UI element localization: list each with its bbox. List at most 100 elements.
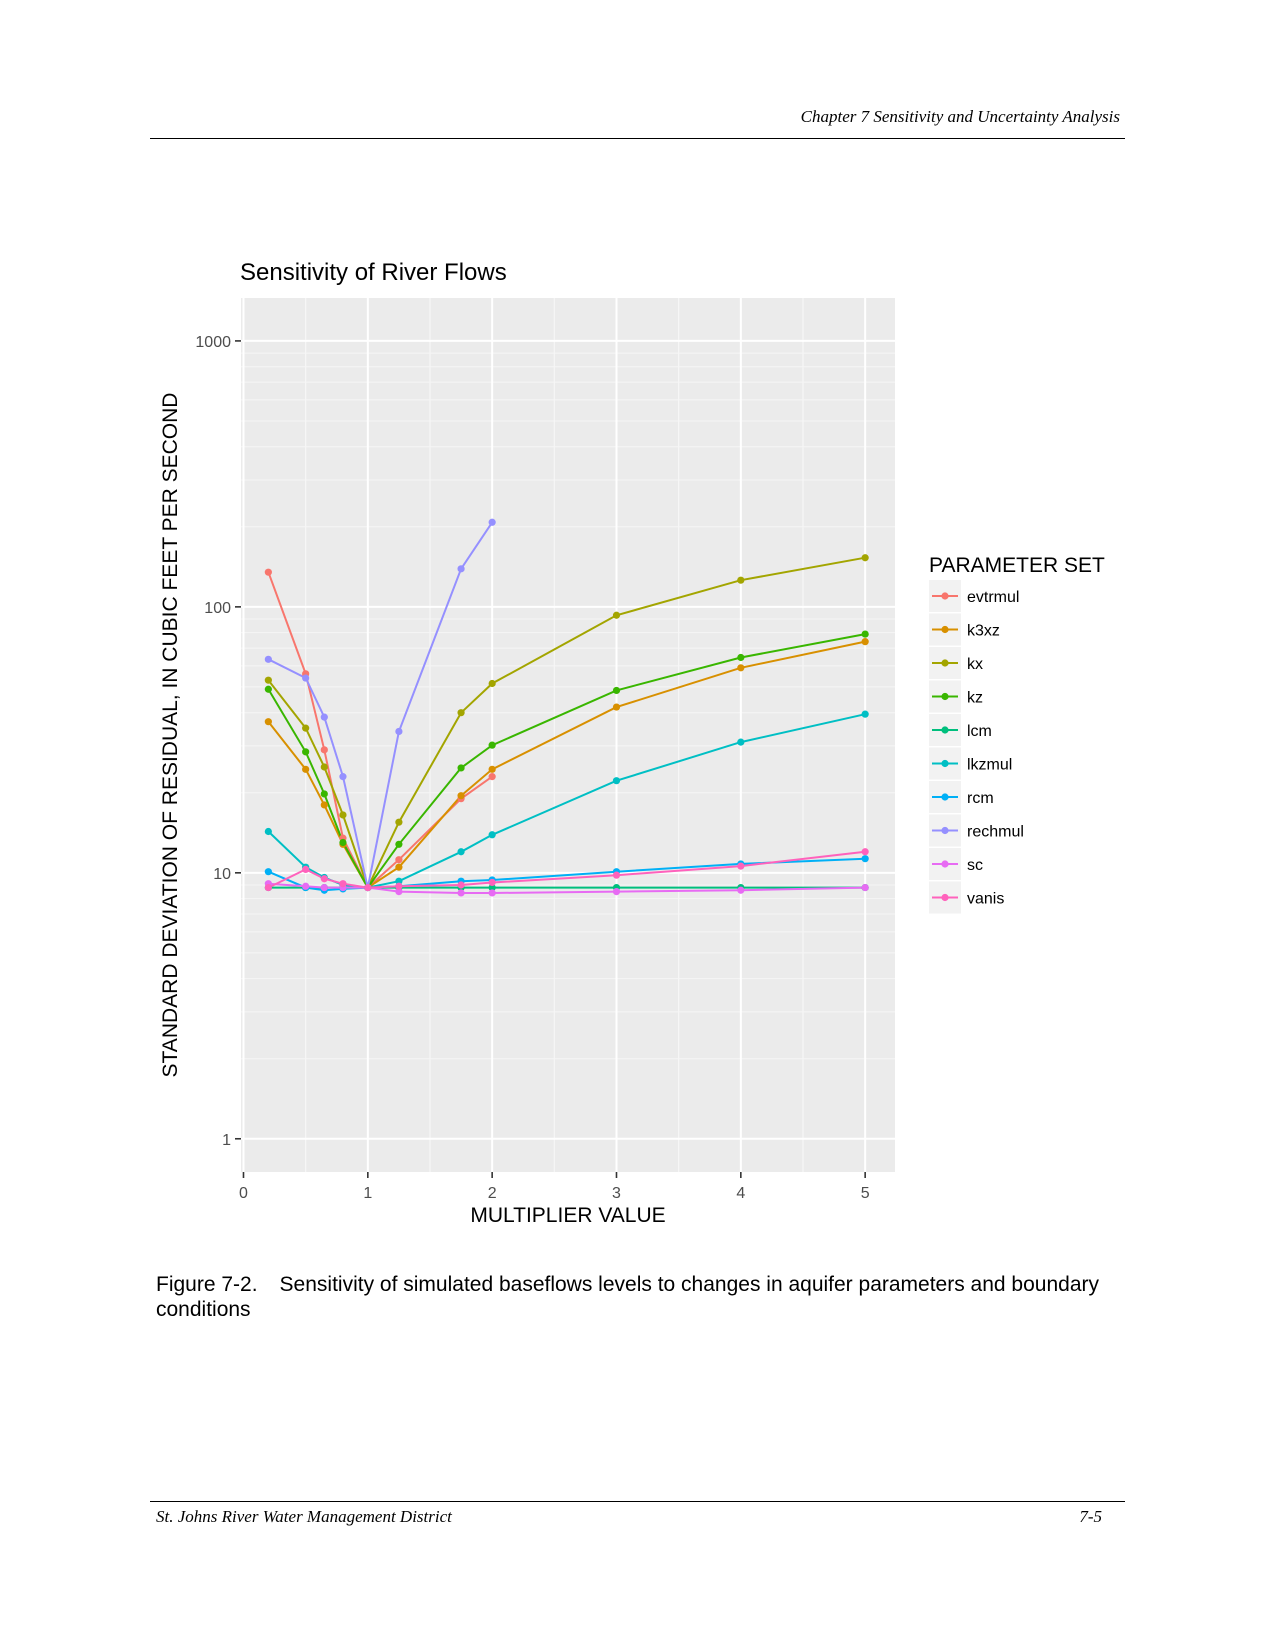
data-point-sc xyxy=(302,882,310,890)
x-tick-label: 1 xyxy=(363,1185,372,1202)
data-point-kx xyxy=(320,763,328,771)
data-point-sc xyxy=(861,883,869,892)
data-point-rechmul xyxy=(339,773,347,781)
major-gridlines xyxy=(241,298,895,1172)
legend-label: lkzmul xyxy=(967,757,1012,774)
data-point-kx xyxy=(264,676,272,684)
data-point-vanis xyxy=(302,865,310,874)
data-point-evtrmul xyxy=(320,746,328,754)
legend-key-point xyxy=(941,726,949,734)
data-point-sc xyxy=(320,883,328,892)
y-tick-label: 10 xyxy=(213,866,231,883)
legend: PARAMETER SET evtrmul k3xz kx kz lcm lkzmul rc… xyxy=(929,554,1105,914)
legend-title: PARAMETER SET xyxy=(929,554,1105,577)
data-point-vanis xyxy=(737,862,745,870)
data-point-kz xyxy=(395,840,403,848)
header-rule xyxy=(150,138,1125,139)
legend-label: lcm xyxy=(967,723,992,740)
data-point-rechmul xyxy=(457,565,465,573)
footer-rule xyxy=(150,1501,1125,1502)
y-axis-label: STANDARD DEVIATION OF RESIDUAL, IN CUBIC… xyxy=(159,393,182,1078)
legend-key-point xyxy=(941,759,949,768)
data-point-evtrmul xyxy=(395,856,403,864)
data-point-k3xz xyxy=(861,638,869,646)
data-point-kx xyxy=(302,724,310,732)
data-point-kx xyxy=(339,811,347,819)
legend-label: kz xyxy=(967,690,983,707)
legend-label: vanis xyxy=(967,891,1004,908)
data-point-kz xyxy=(339,838,347,847)
data-point-rechmul xyxy=(264,655,272,663)
data-point-kz xyxy=(861,630,869,638)
data-point-k3xz xyxy=(612,703,621,711)
data-point-kz xyxy=(264,685,272,693)
data-point-sc xyxy=(457,889,465,897)
page-number: 7-5 xyxy=(1079,1507,1102,1526)
data-point-rechmul xyxy=(395,727,403,736)
legend-key-point xyxy=(941,860,949,868)
legend-key-point xyxy=(941,592,949,600)
y-tick-label: 1000 xyxy=(195,334,231,351)
footer-organization: St. Johns River Water Management Distric… xyxy=(156,1507,452,1526)
x-axis: 0 1 2 3 4 5 xyxy=(239,1172,870,1202)
data-point-vanis xyxy=(395,882,403,890)
data-point-kx xyxy=(488,679,496,688)
data-point-kz xyxy=(302,748,310,756)
data-point-vanis xyxy=(612,871,621,879)
data-point-k3xz xyxy=(302,765,310,773)
data-point-kx xyxy=(737,576,745,584)
x-tick-label: 3 xyxy=(612,1185,621,1202)
x-tick-label: 2 xyxy=(488,1185,497,1202)
data-point-lkzmul xyxy=(264,827,272,836)
chart-title: Sensitivity of River Flows xyxy=(240,259,507,286)
sensitivity-chart: Sensitivity of River Flows 1 10 100 1000 0 1… xyxy=(159,259,1105,1227)
data-point-vanis xyxy=(861,848,869,856)
legend-item-kz: kz xyxy=(929,680,983,713)
legend-items: evtrmul k3xz kx kz lcm lkzmul rcm rechmul sc vani… xyxy=(929,580,1024,914)
data-point-lcm xyxy=(488,883,496,892)
data-point-kx xyxy=(457,709,465,717)
data-point-k3xz xyxy=(457,792,465,800)
data-point-kz xyxy=(320,790,328,798)
legend-item-lcm: lcm xyxy=(929,714,992,746)
x-tick-label: 5 xyxy=(861,1185,870,1202)
caption-text: Sensitivity of simulated baseflows level… xyxy=(156,1273,1099,1321)
data-point-kz xyxy=(612,686,621,695)
figure-number: Figure 7-2. xyxy=(156,1273,258,1296)
x-tick-label: 0 xyxy=(239,1185,248,1202)
data-point-k3xz xyxy=(737,664,745,672)
legend-key-point xyxy=(941,893,949,902)
data-point-vanis xyxy=(320,875,328,883)
legend-item-sc: sc xyxy=(929,848,983,880)
y-tick-label: 100 xyxy=(204,600,231,617)
legend-item-rechmul: rechmul xyxy=(929,814,1024,847)
data-point-k3xz xyxy=(320,801,328,809)
page-header: Chapter 7 Sensitivity and Uncertainty An… xyxy=(800,107,1120,126)
data-point-lkzmul xyxy=(395,877,403,885)
legend-label: kx xyxy=(967,656,983,673)
data-point-rechmul xyxy=(320,713,328,721)
data-point-kx xyxy=(395,818,403,826)
data-point-lkzmul xyxy=(488,831,496,839)
data-point-kx xyxy=(861,554,869,562)
data-point-vanis xyxy=(488,878,496,887)
data-point-rechmul xyxy=(488,518,496,526)
legend-label: rcm xyxy=(967,790,994,807)
x-axis-label: MULTIPLIER VALUE xyxy=(470,1204,665,1227)
legend-key-point xyxy=(941,793,949,801)
legend-item-k3xz: k3xz xyxy=(929,613,1000,646)
legend-key-point xyxy=(941,692,949,701)
plot-panel xyxy=(241,298,895,1172)
data-point-kz xyxy=(737,653,745,662)
y-tick-label: 1 xyxy=(222,1132,231,1149)
data-point-sc xyxy=(737,886,745,894)
data-point-rcm xyxy=(861,855,869,863)
legend-item-evtrmul: evtrmul xyxy=(929,580,1019,612)
legend-label: sc xyxy=(967,857,983,874)
legend-label: evtrmul xyxy=(967,589,1019,606)
series-line-rechmul xyxy=(267,521,494,888)
legend-label: k3xz xyxy=(967,623,1000,640)
data-point-evtrmul xyxy=(264,568,272,576)
x-tick-label: 4 xyxy=(736,1185,745,1202)
data-point-rechmul xyxy=(302,674,310,682)
